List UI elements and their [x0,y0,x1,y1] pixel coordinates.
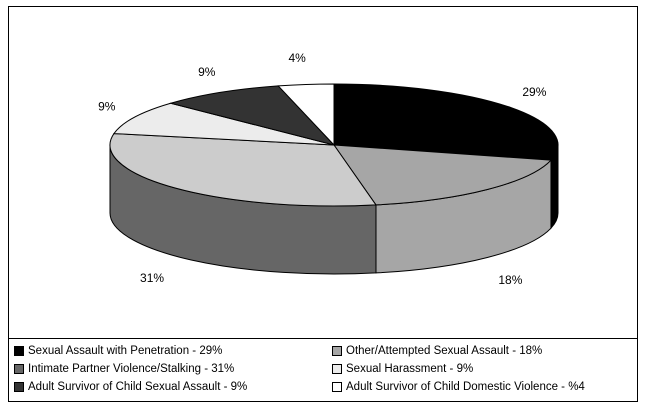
data-label-3: 9% [98,99,116,113]
legend: Sexual Assault with Penetration - 29% Oth… [8,338,638,402]
legend-label: Adult Survivor of Child Domestic Violenc… [346,381,585,393]
pie-slice-1 [332,144,553,206]
data-label-4: 9% [198,65,216,79]
pie-tops [109,83,559,207]
pie-slice-0 [333,83,559,161]
legend-swatch [332,382,342,392]
data-label-0: 29% [522,85,546,99]
legend-item-3: Sexual Harassment - 9% [332,361,473,377]
legend-label: Adult Survivor of Child Sexual Assault -… [28,381,248,393]
legend-item-2: Intimate Partner Violence/Stalking - 31% [14,361,234,377]
legend-label: Other/Attempted Sexual Assault - 18% [346,345,543,357]
pie-slice-2 [109,133,377,207]
data-label-2: 31% [140,271,164,285]
legend-swatch [14,346,24,356]
legend-label: Sexual Harassment - 9% [346,363,474,375]
legend-swatch [332,346,342,356]
legend-item-1: Other/Attempted Sexual Assault - 18% [332,343,542,359]
legend-item-5: Adult Survivor of Child Domestic Violenc… [332,379,585,395]
legend-item-0: Sexual Assault with Penetration - 29% [14,343,222,359]
legend-label: Intimate Partner Violence/Stalking - 31% [28,363,235,375]
pie-sides [109,144,559,275]
legend-swatch [332,364,342,374]
data-labels: 29% 18% 31% 9% 9% 4% [98,51,547,287]
pie-slice-5 [277,83,335,147]
pie-slice-3 [113,102,335,146]
pie-slice-4 [168,85,336,146]
pie-chart: 29% 18% 31% 9% 9% 4% [98,51,559,287]
legend-label: Sexual Assault with Penetration - 29% [28,345,223,357]
legend-swatch [14,364,24,374]
legend-swatch [14,382,24,392]
legend-item-4: Adult Survivor of Child Sexual Assault -… [14,379,247,395]
data-label-5: 4% [288,51,306,65]
data-label-1: 18% [498,273,522,287]
